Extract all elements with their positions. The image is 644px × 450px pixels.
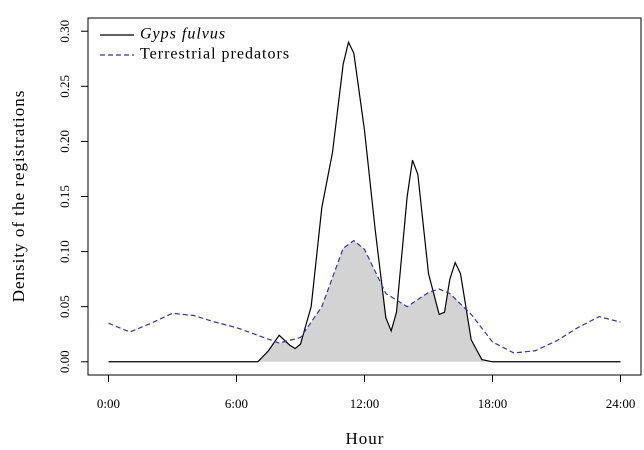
- x-tick-label: 6:00: [225, 396, 248, 411]
- x-tick-label: 24:00: [606, 396, 636, 411]
- y-tick-label: 0.20: [57, 130, 72, 153]
- legend-label: Terrestrial predators: [140, 46, 290, 63]
- y-tick-label: 0.10: [57, 240, 72, 263]
- x-axis-label: Hour: [346, 429, 385, 448]
- legend-label: Gyps fulvus: [140, 26, 226, 43]
- y-tick-label: 0.00: [57, 350, 72, 373]
- overlap-area: [108, 240, 621, 362]
- y-tick-label: 0.15: [57, 185, 72, 208]
- y-tick-label: 0.25: [57, 75, 72, 98]
- y-tick-label: 0.30: [57, 20, 72, 43]
- y-tick-label: 0.05: [57, 295, 72, 318]
- series-line: [108, 40, 621, 363]
- x-tick-label: 12:00: [350, 396, 380, 411]
- y-axis-label: Density of the registrations: [9, 90, 28, 303]
- x-tick-label: 18:00: [478, 396, 508, 411]
- x-tick-label: 0:00: [97, 396, 120, 411]
- series-line: [108, 239, 621, 354]
